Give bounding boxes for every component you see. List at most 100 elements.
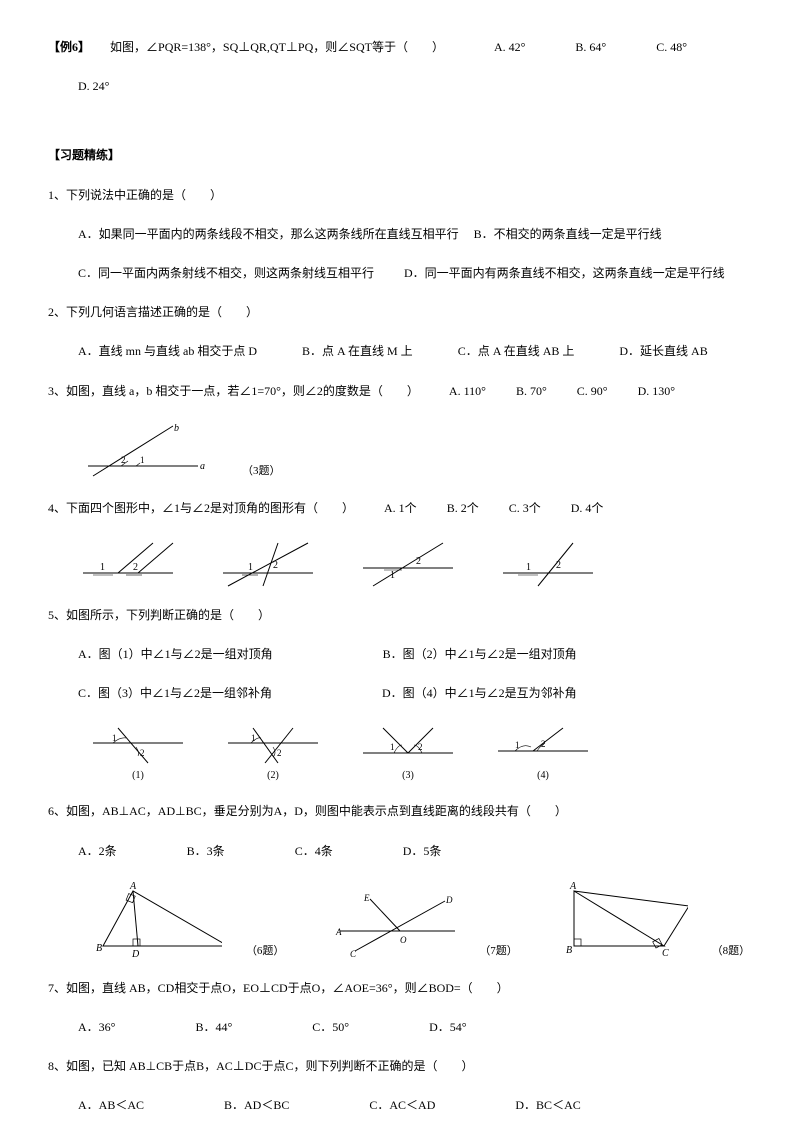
q5-diag3-wrap: 1 2 (3) <box>358 723 458 784</box>
q6-D: D．5条 <box>403 842 442 861</box>
svg-text:1: 1 <box>100 562 105 573</box>
q3-diagram: a b 2 1 <box>78 421 208 481</box>
svg-text:b: b <box>174 423 179 434</box>
q4-stem: 4、下面四个图形中，∠1与∠2是对顶角的图形有（ ） <box>48 499 354 518</box>
svg-text:C: C <box>350 949 357 959</box>
q4-line: 4、下面四个图形中，∠1与∠2是对顶角的图形有（ ） A. 1个 B. 2个 C… <box>48 499 746 518</box>
q4-fig2: 1 2 <box>218 538 318 588</box>
q5-B: B．图（2）中∠1与∠2是一组对顶角 <box>383 645 577 664</box>
example-6: 【例6】 如图，∠PQR=138°，SQ⊥QR,QT⊥PQ，则∠SQT等于（ ）… <box>48 38 746 96</box>
q5-stem: 5、如图所示，下列判断正确的是（ ） <box>48 606 746 625</box>
q4-B: B. 2个 <box>447 499 479 518</box>
q4-A: A. 1个 <box>384 499 417 518</box>
q3-diagram-row: a b 2 1 （3题） <box>78 421 746 481</box>
svg-text:E: E <box>363 893 370 903</box>
q4-C: C. 3个 <box>509 499 541 518</box>
q8-A: A．AB＜AC <box>78 1096 144 1115</box>
q7-fig: A B C D E O <box>330 891 455 961</box>
q5-cap2: (2) <box>223 768 323 784</box>
example6-A: A. 42° <box>494 38 525 57</box>
q3-A: A. 110° <box>449 382 486 401</box>
q1-B: B．不相交的两条直线一定是平行线 <box>474 225 662 244</box>
q4-fig3: 1 2 <box>358 538 458 588</box>
q5-D: D．图（4）中∠1与∠2是互为邻补角 <box>382 684 577 703</box>
svg-text:D: D <box>131 949 140 960</box>
q8-B: B．AD＜BC <box>224 1096 289 1115</box>
q7-D: D．54° <box>429 1018 466 1037</box>
svg-text:2: 2 <box>140 748 145 758</box>
q5-fig2: 1 2 <box>223 723 323 768</box>
svg-text:1: 1 <box>515 740 520 750</box>
q5-cap1: (1) <box>88 768 188 784</box>
svg-text:C: C <box>662 948 669 959</box>
q7-C: C．50° <box>312 1018 349 1037</box>
q3-stem: 3、如图，直线 a，b 相交于一点，若∠1=70°，则∠2的度数是（ ） <box>48 382 419 401</box>
q5-diag4-wrap: 1 2 (4) <box>493 723 593 784</box>
q6-stem: 6、如图，AB⊥AC，AD⊥BC，垂足分别为A，D，则图中能表示点到直线距离的线… <box>48 802 746 821</box>
q5-cap3: (3) <box>358 768 458 784</box>
q7-A: A．36° <box>78 1018 115 1037</box>
q1-row2: C．同一平面内两条射线不相交，则这两条射线互相平行 D．同一平面内有两条直线不相… <box>48 264 746 283</box>
q1-A: A．如果同一平面内的两条线段不相交，那么这两条线所在直线互相平行 <box>78 225 459 244</box>
q4-fig4: 1 2 <box>498 538 598 588</box>
svg-text:2: 2 <box>418 742 423 752</box>
svg-text:A: A <box>129 881 137 892</box>
q1-stem: 1、下列说法中正确的是（ ） <box>48 186 746 205</box>
q1-row1: A．如果同一平面内的两条线段不相交，那么这两条线所在直线互相平行 B．不相交的两… <box>48 225 746 244</box>
example6-text: 如图，∠PQR=138°，SQ⊥QR,QT⊥PQ，则∠SQT等于（ ） <box>110 38 444 57</box>
q5-diagrams: 1 2 (1) 1 2 (2) 1 2 (3) <box>88 723 746 784</box>
q6-fig: A B D C <box>88 881 222 961</box>
svg-text:2: 2 <box>133 562 138 573</box>
svg-text:1: 1 <box>526 562 531 573</box>
example6-B: B. 64° <box>575 38 606 57</box>
svg-text:O: O <box>400 935 407 945</box>
q2-D: D．延长直线 AB <box>619 342 707 361</box>
example6-D: D. 24° <box>78 77 109 96</box>
svg-text:A: A <box>335 927 342 937</box>
q1-C: C．同一平面内两条射线不相交，则这两条射线互相平行 <box>78 264 374 283</box>
q6-C: C．4条 <box>295 842 333 861</box>
q5-fig4: 1 2 <box>493 723 593 768</box>
q5-diag1-wrap: 1 2 (1) <box>88 723 188 784</box>
q5-fig3: 1 2 <box>358 723 458 768</box>
q3-D: D. 130° <box>638 382 675 401</box>
svg-text:1: 1 <box>112 733 117 743</box>
q7-cap: （7题） <box>479 943 513 961</box>
q7-B: B．44° <box>195 1018 232 1037</box>
q3-line: 3、如图，直线 a，b 相交于一点，若∠1=70°，则∠2的度数是（ ） A. … <box>48 382 746 401</box>
example6-label: 【例6】 <box>48 38 90 57</box>
q2-stem: 2、下列几何语言描述正确的是（ ） <box>48 303 746 322</box>
q5-row2: C．图（3）中∠1与∠2是一组邻补角 D．图（4）中∠1与∠2是互为邻补角 <box>48 684 746 703</box>
q3-caption: （3题） <box>242 463 281 481</box>
q8-C: C．AC＜AD <box>369 1096 435 1115</box>
svg-text:1: 1 <box>390 742 395 752</box>
svg-text:A: A <box>569 881 577 892</box>
q4-diagrams: 1 2 1 2 1 2 1 2 <box>78 538 746 588</box>
svg-text:2: 2 <box>416 556 421 567</box>
svg-text:1: 1 <box>248 562 253 573</box>
section-title: 【习题精练】 <box>48 146 746 165</box>
q6-B: B．3条 <box>187 842 225 861</box>
q1-D: D．同一平面内有两条直线不相交，这两条直线一定是平行线 <box>404 264 725 283</box>
svg-text:2: 2 <box>277 748 282 758</box>
q5-cap4: (4) <box>493 768 593 784</box>
q3-C: C. 90° <box>577 382 608 401</box>
q3-B: B. 70° <box>516 382 547 401</box>
q4-fig1: 1 2 <box>78 538 178 588</box>
q8-stem: 8、如图，已知 AB⊥CB于点B，AC⊥DC于点C，则下列判断不正确的是（ ） <box>48 1057 746 1076</box>
q5-row1: A．图（1）中∠1与∠2是一组对顶角 B．图（2）中∠1与∠2是一组对顶角 <box>48 645 746 664</box>
svg-text:2: 2 <box>556 560 561 571</box>
svg-text:a: a <box>200 461 205 472</box>
q8-D: D．BC＜AC <box>515 1096 580 1115</box>
q5-fig1: 1 2 <box>88 723 188 768</box>
q7-stem: 7、如图，直线 AB，CD相交于点O，EO⊥CD于点O，∠AOE=36°，则∠B… <box>48 979 746 998</box>
q678-diagrams: A B D C （6题） A B C D E O （7题） A B C D （8… <box>88 881 746 961</box>
svg-text:1: 1 <box>140 455 145 465</box>
q8-cap: （8题） <box>712 943 746 961</box>
q6-A: A．2条 <box>78 842 117 861</box>
svg-text:2: 2 <box>273 560 278 571</box>
q2-options: A．直线 mn 与直线 ab 相交于点 D B．点 A 在直线 M 上 C．点 … <box>48 342 746 361</box>
q5-diag2-wrap: 1 2 (2) <box>223 723 323 784</box>
q6-cap: （6题） <box>246 943 280 961</box>
q4-D: D. 4个 <box>571 499 604 518</box>
